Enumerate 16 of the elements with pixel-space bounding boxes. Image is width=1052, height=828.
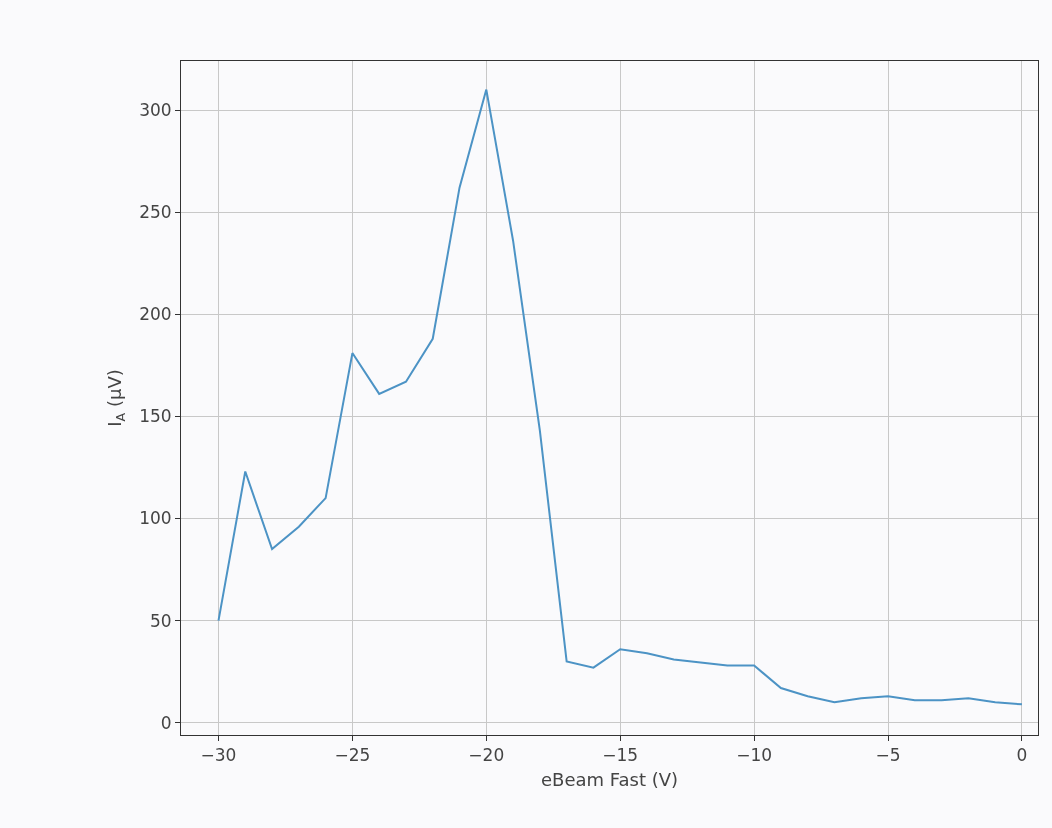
x-tick-label: −10 (736, 745, 773, 766)
x-tick-label: −30 (200, 745, 237, 766)
y-tick-label: 50 (149, 610, 172, 631)
y-tick-label: 300 (139, 99, 172, 120)
x-tick-label: −25 (334, 745, 371, 766)
x-tick-label: −15 (602, 745, 639, 766)
y-tick-label: 0 (160, 712, 172, 733)
y-tick-label: 150 (139, 406, 172, 427)
x-axis-title: eBeam Fast (V) (540, 768, 679, 790)
x-tick-label: −20 (468, 745, 505, 766)
y-tick-label: 200 (139, 304, 172, 325)
y-tick-label: 250 (139, 202, 172, 223)
x-tick-label: 0 (1016, 745, 1028, 766)
x-tick-label: −5 (875, 745, 901, 766)
line-series (217, 88, 1023, 706)
y-tick-label: 100 (139, 508, 172, 529)
